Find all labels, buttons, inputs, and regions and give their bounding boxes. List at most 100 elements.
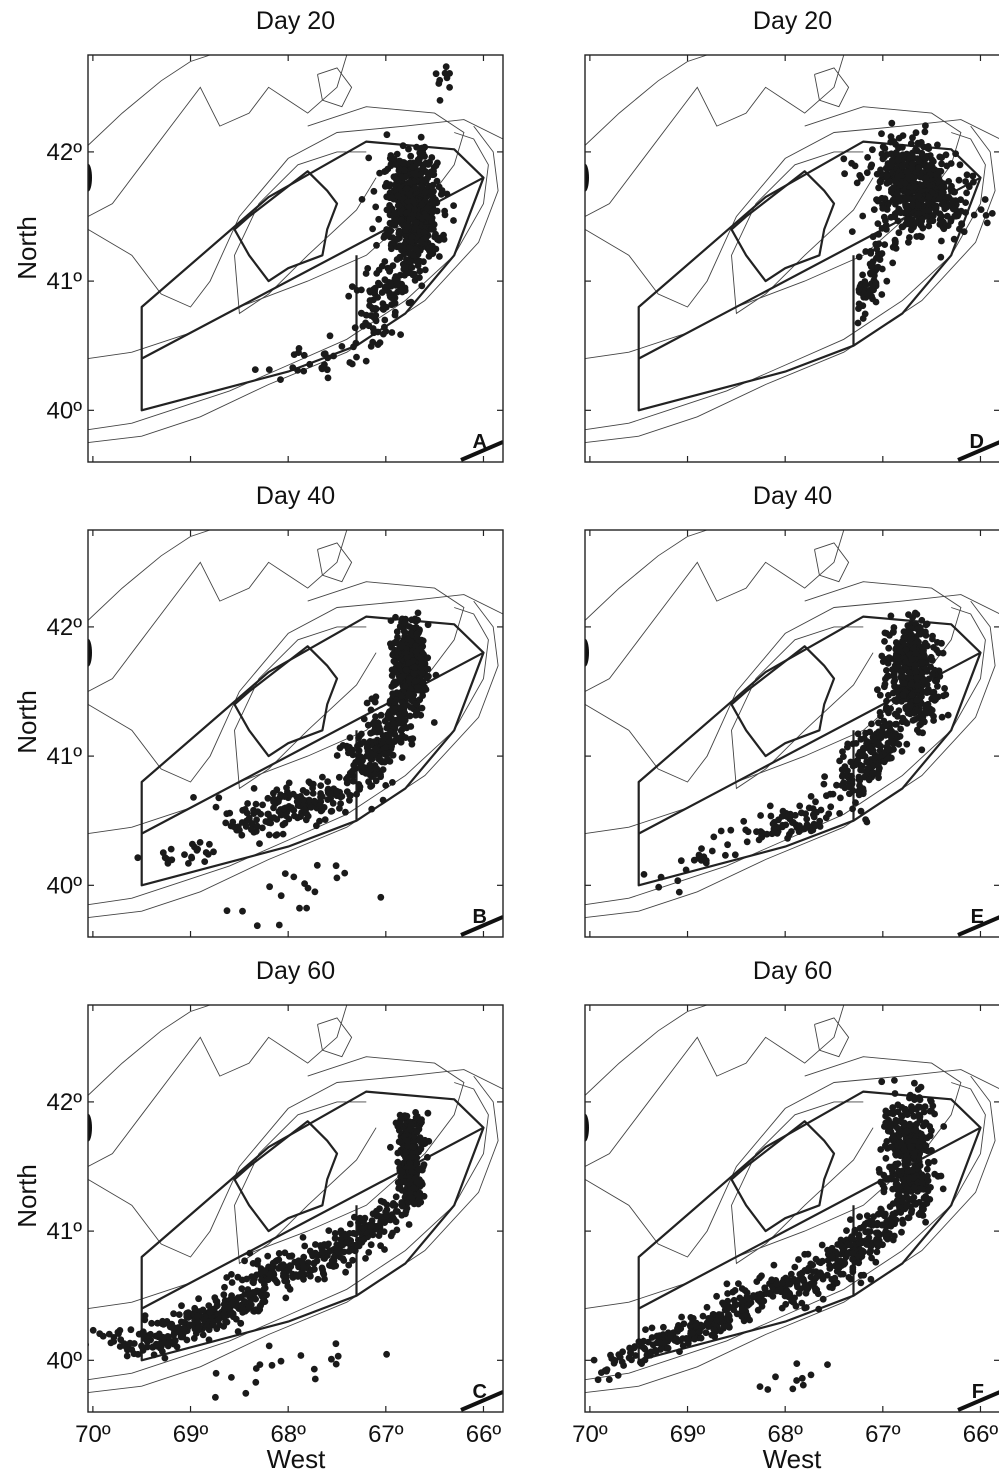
particle-point — [932, 205, 939, 213]
particle-point — [887, 1219, 895, 1227]
particle-point — [419, 1138, 427, 1146]
particle-point — [918, 746, 926, 754]
particle-point — [196, 839, 204, 846]
particle-point — [926, 182, 933, 190]
particle-point — [366, 761, 374, 769]
particle-point — [405, 145, 412, 153]
particle-point — [175, 1329, 183, 1336]
bathymetry-contour — [585, 594, 999, 783]
particle-point — [900, 679, 908, 687]
particle-point — [884, 1235, 891, 1243]
particle-point — [920, 143, 928, 151]
particle-point — [655, 883, 663, 891]
particle-point — [410, 670, 418, 678]
particle-point — [769, 1292, 777, 1300]
particle-point — [417, 1198, 425, 1206]
particle-point — [418, 704, 426, 712]
particle-point — [764, 1386, 772, 1393]
particle-point — [912, 1126, 920, 1134]
particle-point — [903, 1185, 911, 1192]
particle-point — [228, 1374, 235, 1381]
particle-point — [881, 145, 889, 152]
particle-point — [911, 661, 919, 669]
map-content — [585, 530, 999, 937]
particle-point — [238, 1285, 246, 1293]
particle-point — [411, 206, 419, 213]
bathymetry-contour — [88, 1069, 503, 1258]
particle-point — [411, 664, 418, 671]
particle-point — [402, 1208, 410, 1215]
particle-point — [296, 904, 303, 912]
particle-point — [924, 1158, 932, 1166]
particle-point — [642, 1326, 649, 1333]
bathymetry-contour — [585, 55, 708, 146]
particle-point — [907, 1143, 915, 1151]
particle-point — [326, 332, 334, 340]
particle-point — [424, 621, 432, 629]
particle-point — [387, 617, 395, 624]
map-panel-d: Day 20D — [584, 7, 999, 463]
particle-point — [364, 265, 372, 272]
particle-point — [908, 1209, 915, 1216]
bathymetry-contour — [585, 1005, 708, 1096]
particle-point — [358, 1215, 365, 1223]
particle-point — [399, 1178, 406, 1186]
particle-point — [878, 652, 886, 660]
particle-point — [188, 1321, 196, 1329]
particle-point — [917, 720, 925, 728]
particle-point — [799, 1381, 807, 1389]
particle-point — [756, 1274, 764, 1282]
particle-point — [785, 1280, 793, 1288]
particle-point — [887, 1143, 895, 1151]
particle-point — [164, 1333, 172, 1340]
particle-point — [977, 206, 985, 214]
particle-point — [371, 718, 378, 726]
particle-point — [924, 1187, 932, 1195]
particle-point — [357, 309, 365, 317]
particle-point — [422, 234, 430, 242]
particle-point — [398, 754, 406, 761]
particle-point — [400, 716, 408, 724]
particle-point — [800, 1276, 807, 1283]
particle-point — [299, 1234, 307, 1241]
particle-point — [878, 1078, 886, 1086]
particle-point — [766, 802, 774, 810]
particle-point — [804, 1250, 812, 1258]
particle-point — [349, 1256, 356, 1264]
particle-point — [882, 1154, 890, 1162]
particle-point — [862, 1228, 869, 1236]
particle-point — [398, 641, 406, 649]
particle-point — [590, 1356, 598, 1364]
particle-point — [898, 1228, 905, 1236]
particle-point — [419, 678, 427, 686]
particle-point — [916, 1103, 924, 1111]
particle-point — [914, 139, 922, 147]
particle-point — [379, 796, 387, 804]
particle-point — [367, 1223, 375, 1231]
particle-point — [372, 745, 379, 753]
particle-point — [335, 1249, 343, 1256]
particle-point — [228, 1279, 236, 1286]
particle-point — [882, 221, 890, 229]
particle-point — [915, 1210, 923, 1218]
particle-point — [802, 810, 809, 818]
particle-point — [962, 209, 969, 216]
particle-point — [300, 1263, 308, 1271]
particle-point — [898, 748, 906, 755]
particle-point — [891, 1090, 899, 1097]
particle-point — [913, 611, 921, 618]
particle-point — [328, 1355, 335, 1363]
particle-point — [281, 870, 289, 877]
particle-point — [307, 804, 315, 811]
particle-point — [148, 1319, 156, 1327]
particle-point — [399, 260, 407, 268]
panel-frame — [584, 54, 999, 463]
particle-point — [889, 1200, 897, 1207]
particle-point — [390, 639, 398, 647]
particle-point — [875, 184, 882, 192]
particle-point — [429, 250, 437, 257]
particle-point — [803, 1283, 811, 1291]
particle-point — [821, 773, 828, 780]
particle-point — [343, 779, 351, 787]
particle-point — [903, 168, 911, 176]
